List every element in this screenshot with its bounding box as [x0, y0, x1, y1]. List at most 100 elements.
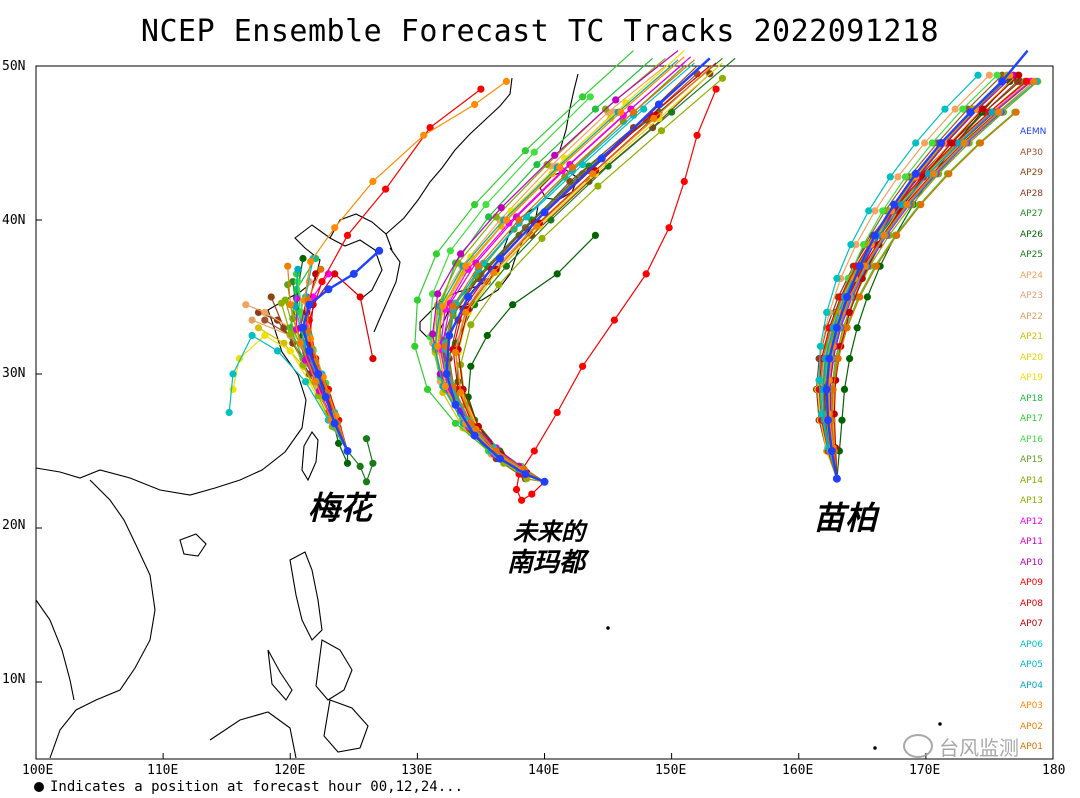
forecast-position: [860, 241, 868, 249]
forecast-position: [568, 164, 577, 172]
forecast-position: [296, 339, 304, 347]
forecast-position: [312, 378, 320, 386]
legend-entry-aemn: AEMN: [1020, 127, 1047, 137]
legend-entry-ap08: AP08: [1020, 598, 1044, 609]
forecast-position: [267, 293, 275, 301]
legend-entry-ap23: AP23: [1020, 291, 1044, 301]
footnote: Indicates a position at forecast hour 00…: [34, 779, 463, 795]
forecast-position: [515, 216, 523, 224]
forecast-position: [445, 331, 454, 340]
forecast-position: [464, 293, 473, 301]
forecast-position: [832, 323, 841, 332]
forecast-position: [284, 262, 292, 270]
forecast-position: [834, 355, 842, 363]
forecast-position: [471, 100, 479, 109]
forecast-position: [951, 105, 959, 113]
forecast-position: [477, 85, 485, 93]
legend-entry-ap09: AP09: [1020, 578, 1044, 588]
legend-entry-ap13: AP13: [1020, 496, 1044, 506]
forecast-position: [305, 346, 314, 355]
forecast-position: [937, 139, 946, 147]
forecast-position: [827, 447, 836, 455]
legend-entry-ap11: AP11: [1020, 537, 1044, 547]
forecast-position: [1022, 77, 1030, 85]
chart-title: NCEP Ensemble Forecast TC Tracks 2022091…: [140, 14, 940, 49]
legend-entry-ap18: AP18: [1020, 393, 1044, 404]
forecast-position: [911, 169, 920, 178]
forecast-position: [413, 296, 421, 304]
forecast-position: [960, 139, 968, 147]
forecast-position: [823, 308, 831, 316]
forecast-position: [321, 393, 330, 402]
forecast-position: [657, 127, 666, 135]
forecast-position: [305, 300, 314, 309]
forecast-position: [518, 496, 526, 504]
forecast-position: [432, 250, 440, 258]
forecast-position: [955, 139, 963, 147]
forecast-position: [343, 231, 352, 239]
forecast-position: [294, 278, 302, 286]
legend-entry-ap14: AP14: [1020, 475, 1044, 486]
forecast-position: [832, 474, 841, 483]
forecast-position: [356, 293, 364, 301]
forecast-position: [846, 355, 854, 363]
storm-tracks-nanmadol: [411, 50, 736, 504]
legend-entry-ap26: AP26: [1020, 229, 1044, 240]
forecast-position: [629, 108, 638, 116]
forecast-position: [286, 347, 294, 355]
forecast-position: [441, 342, 449, 350]
y-tick-40n: 40N: [2, 213, 26, 228]
forecast-position: [343, 459, 352, 467]
forecast-position: [294, 265, 302, 273]
forecast-position: [976, 139, 985, 147]
track-ap06: [815, 71, 982, 483]
coastline-borneo: [209, 711, 297, 759]
forecast-position: [307, 335, 315, 343]
forecast-position: [829, 385, 837, 393]
forecast-position: [497, 204, 505, 212]
forecast-position: [941, 105, 949, 113]
track-line: [454, 65, 713, 483]
forecast-position: [502, 216, 510, 224]
forecast-position: [248, 331, 256, 340]
x-tick-160e: 160E: [782, 763, 814, 778]
forecast-position: [429, 290, 437, 298]
forecast-position: [840, 385, 849, 393]
forecast-position: [429, 330, 437, 338]
forecast-position: [277, 299, 285, 307]
forecast-position: [591, 231, 600, 239]
forecast-position: [985, 71, 994, 79]
legend-entry-ap06: AP06: [1020, 639, 1044, 650]
legend-entry-ap28: AP28: [1020, 188, 1044, 199]
forecast-position: [547, 216, 555, 224]
forecast-position: [886, 173, 894, 181]
track-ap13: [457, 74, 727, 486]
wechat-icon: [903, 734, 933, 758]
legend-entry-ap02: AP02: [1020, 721, 1044, 732]
forecast-position: [331, 224, 339, 232]
forecast-position: [502, 262, 510, 270]
forecast-position: [470, 431, 479, 440]
legend-entry-ap04: AP04: [1020, 680, 1044, 691]
forecast-position: [928, 139, 936, 147]
forecast-position: [833, 274, 841, 283]
coastline-korea: [373, 247, 401, 333]
track-line: [459, 77, 723, 483]
forecast-position: [254, 324, 263, 332]
forecast-position: [485, 213, 493, 221]
forecast-position: [843, 324, 851, 332]
forecast-position: [988, 108, 996, 116]
forecast-position: [822, 385, 831, 394]
forecast-position: [462, 262, 470, 270]
forecast-position: [284, 281, 292, 289]
forecast-position: [561, 173, 569, 181]
forecast-position: [451, 348, 460, 356]
forecast-position: [301, 378, 310, 386]
forecast-position: [335, 439, 343, 447]
forecast-position: [512, 485, 521, 494]
forecast-position: [362, 478, 371, 486]
forecast-position: [530, 148, 538, 156]
forecast-position: [457, 388, 465, 397]
forecast-position: [998, 71, 1006, 79]
forecast-position: [538, 234, 546, 243]
